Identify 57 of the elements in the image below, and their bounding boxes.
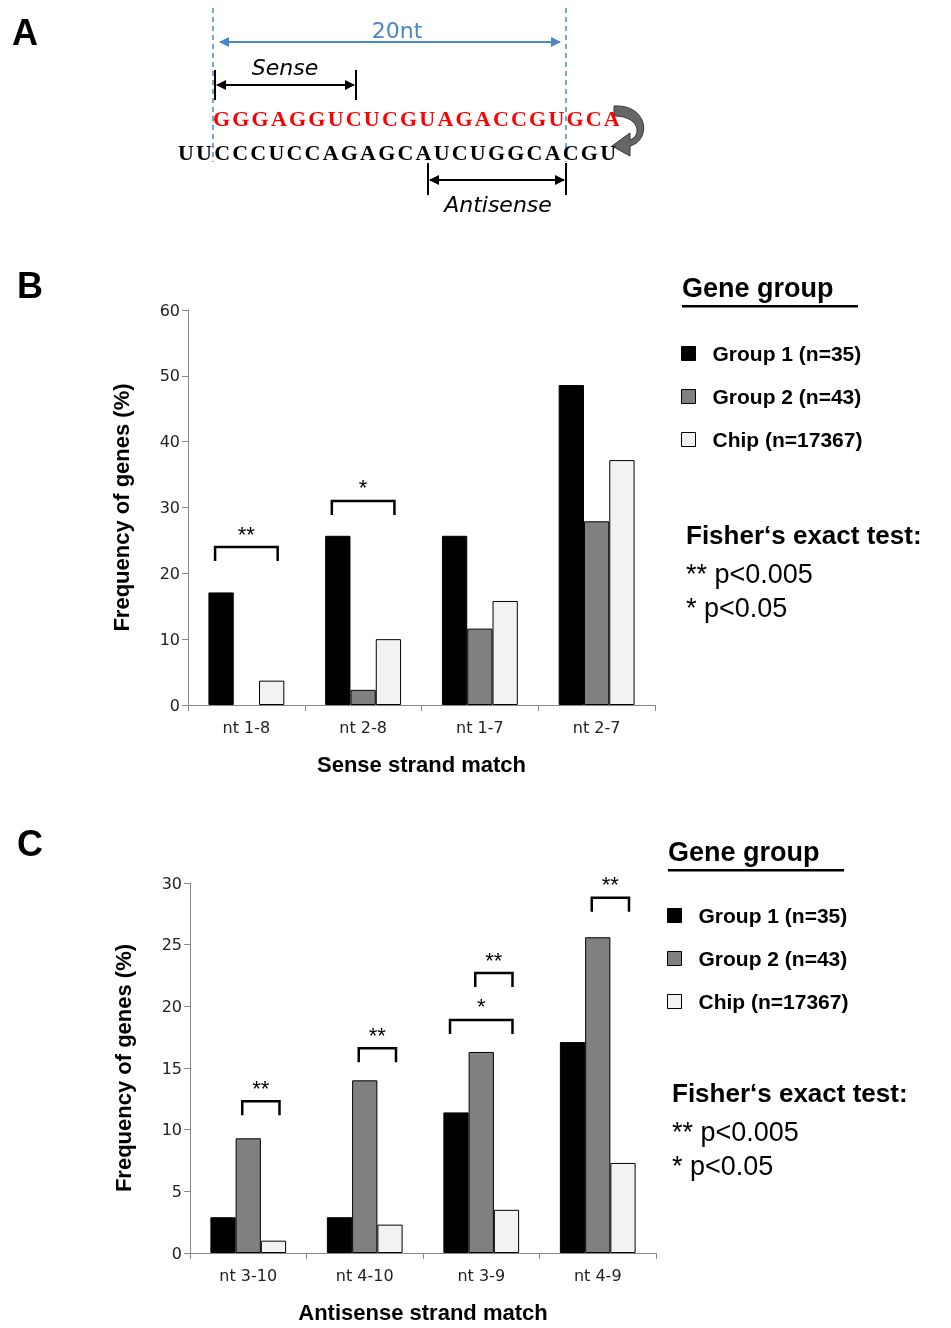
x-tick-label: nt 4-10	[335, 1265, 394, 1285]
annotation: **	[601, 872, 620, 898]
bar	[259, 680, 285, 705]
text: 20nt	[371, 18, 423, 43]
y-tick-label: 50	[159, 366, 180, 386]
y-tick-label: 10	[159, 629, 180, 649]
legend-label: Chip (n=17367)	[698, 990, 849, 1013]
x-tick-label: nt 2-7	[572, 717, 621, 737]
text: Antisense	[442, 192, 552, 217]
legend-title: Gene group	[668, 836, 820, 867]
x-tick-label: nt 1-7	[456, 717, 504, 737]
legend-label: Group 2 (n=43)	[698, 947, 848, 970]
text: * p<0.05	[672, 1150, 774, 1181]
legend-label: Chip (n=17367)	[712, 428, 863, 451]
text: UUCCCUCCAGAGCAUCUGGCACGU	[178, 140, 619, 165]
text: * p<0.05	[686, 592, 788, 623]
legend-title: Gene group	[682, 272, 834, 303]
x-tick-label: nt 3-9	[457, 1265, 506, 1285]
y-tick-label: 40	[159, 432, 180, 452]
y-tick-label: 60	[159, 300, 180, 320]
x-tick-label: nt 1-8	[222, 717, 271, 737]
y-tick-label: 30	[159, 498, 180, 517]
text: GGGAGGUCUCGUAGACCGUGCA	[213, 106, 622, 131]
x-axis-title: Sense strand match	[316, 751, 527, 777]
y-tick-label: 5	[171, 1181, 182, 1201]
y-tick-label: 0	[169, 695, 180, 715]
chart-title: B	[17, 264, 43, 306]
text: Sense	[251, 55, 319, 80]
annotation: **	[368, 1022, 387, 1048]
annotation: **	[252, 1075, 270, 1101]
legend-label: Group 1 (n=35)	[712, 342, 862, 365]
legend-label: Group 1 (n=35)	[698, 904, 848, 927]
legend-label: Group 2 (n=43)	[712, 385, 862, 408]
y-tick-label: 15	[161, 1058, 182, 1078]
chart-title: C	[17, 822, 43, 864]
x-tick-label: nt 4-9	[573, 1265, 622, 1285]
text: A	[12, 12, 38, 53]
y-tick-label: 20	[159, 563, 180, 583]
text: ** p<0.005	[672, 1116, 799, 1147]
y-axis-title: Frequency of genes (%)	[108, 383, 134, 632]
y-axis-title: Frequency of genes (%)	[110, 943, 136, 1193]
x-tick-label: nt 3-10	[219, 1265, 278, 1285]
x-tick-label: nt 2-8	[339, 717, 387, 737]
annotation: *	[358, 475, 368, 501]
bar	[208, 592, 234, 705]
annotation: **	[237, 521, 256, 547]
x-axis-title: Antisense strand match	[298, 1299, 548, 1325]
annotation: *	[476, 994, 486, 1020]
y-tick-label: 10	[161, 1120, 182, 1140]
text: ** p<0.005	[686, 558, 813, 589]
text: Fisher‘s exact test:	[686, 520, 922, 550]
annotation: **	[485, 947, 503, 973]
text: Fisher‘s exact test:	[672, 1078, 908, 1108]
y-tick-label: 25	[161, 935, 182, 955]
y-tick-label: 20	[161, 996, 182, 1016]
y-tick-label: 30	[161, 873, 182, 893]
y-tick-label: 0	[171, 1243, 182, 1263]
